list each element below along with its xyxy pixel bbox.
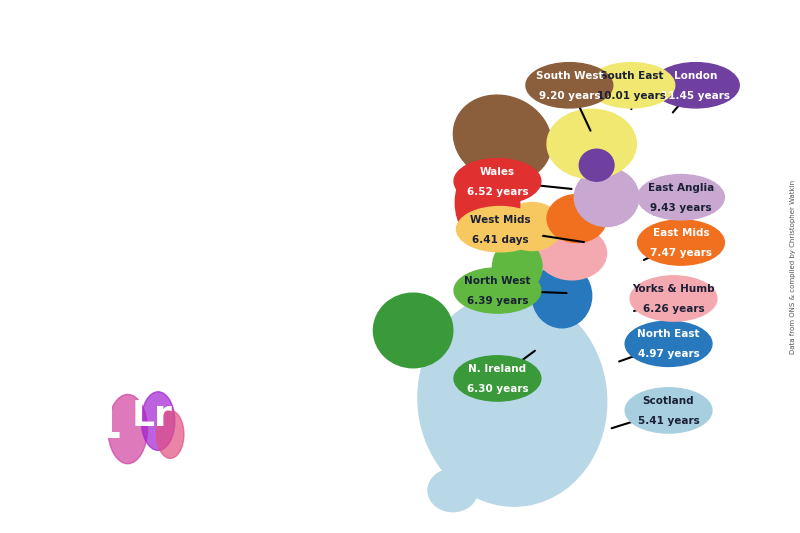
Ellipse shape — [454, 159, 541, 204]
Circle shape — [108, 394, 147, 464]
Ellipse shape — [579, 149, 614, 181]
Ellipse shape — [532, 264, 592, 328]
Text: West Mids: West Mids — [470, 215, 530, 224]
Text: 6.26 years: 6.26 years — [642, 304, 704, 314]
Text: East Mids: East Mids — [653, 228, 710, 238]
Text: Wales: Wales — [480, 167, 515, 176]
Ellipse shape — [638, 220, 724, 265]
Text: South East: South East — [600, 71, 663, 80]
Ellipse shape — [625, 388, 712, 433]
Ellipse shape — [638, 175, 724, 220]
Text: East Anglia: East Anglia — [648, 183, 714, 192]
Text: 6.41 days: 6.41 days — [472, 235, 528, 245]
Ellipse shape — [418, 293, 606, 506]
Text: 6.30 years: 6.30 years — [466, 384, 528, 394]
Text: 6.52 years: 6.52 years — [466, 187, 528, 197]
Circle shape — [157, 410, 184, 458]
Text: ]: ] — [182, 389, 207, 443]
Text: Yorks & Humb: Yorks & Humb — [632, 284, 715, 294]
Ellipse shape — [537, 227, 606, 280]
Text: South West: South West — [536, 71, 603, 80]
Ellipse shape — [454, 95, 551, 182]
Ellipse shape — [455, 160, 520, 245]
Text: The average number of
years' salary required to buy
a home in the regions: The average number of years' salary requ… — [28, 309, 276, 364]
Text: N. Ireland: N. Ireland — [468, 364, 526, 374]
Ellipse shape — [374, 293, 453, 368]
Ellipse shape — [574, 168, 638, 227]
Text: Scotland: Scotland — [642, 396, 694, 406]
Text: North West: North West — [464, 276, 530, 286]
Ellipse shape — [454, 268, 541, 313]
Text: 10.01 years: 10.01 years — [597, 91, 666, 101]
Text: 4.97 years: 4.97 years — [638, 350, 699, 359]
Ellipse shape — [526, 63, 613, 108]
Ellipse shape — [625, 321, 712, 367]
Ellipse shape — [547, 195, 606, 243]
Circle shape — [142, 392, 175, 450]
Text: 11.45 years: 11.45 years — [662, 91, 730, 101]
Ellipse shape — [493, 240, 542, 293]
Text: 5.41 years: 5.41 years — [638, 416, 699, 426]
Text: 7.47 years: 7.47 years — [650, 248, 712, 258]
Text: 9.20 years: 9.20 years — [538, 91, 600, 101]
Text: 6.39 years: 6.39 years — [466, 296, 528, 306]
Text: North East: North East — [638, 329, 700, 339]
Text: UK: UK — [66, 64, 238, 170]
Ellipse shape — [454, 356, 541, 401]
Ellipse shape — [502, 203, 562, 251]
Text: LAWRENCE RAND: LAWRENCE RAND — [113, 481, 191, 489]
Ellipse shape — [588, 63, 674, 108]
Ellipse shape — [653, 63, 739, 108]
Text: Data from ONS & compiled by Christopher Watkin: Data from ONS & compiled by Christopher … — [790, 180, 795, 353]
Text: Housing
Affordability: Housing Affordability — [5, 160, 299, 247]
Ellipse shape — [630, 276, 717, 321]
Ellipse shape — [457, 207, 543, 252]
Ellipse shape — [428, 469, 478, 512]
Ellipse shape — [547, 109, 636, 179]
Text: 9.43 years: 9.43 years — [650, 203, 712, 213]
Text: [: [ — [97, 389, 122, 443]
Text: London: London — [674, 71, 718, 80]
Text: Lr: Lr — [131, 399, 173, 433]
